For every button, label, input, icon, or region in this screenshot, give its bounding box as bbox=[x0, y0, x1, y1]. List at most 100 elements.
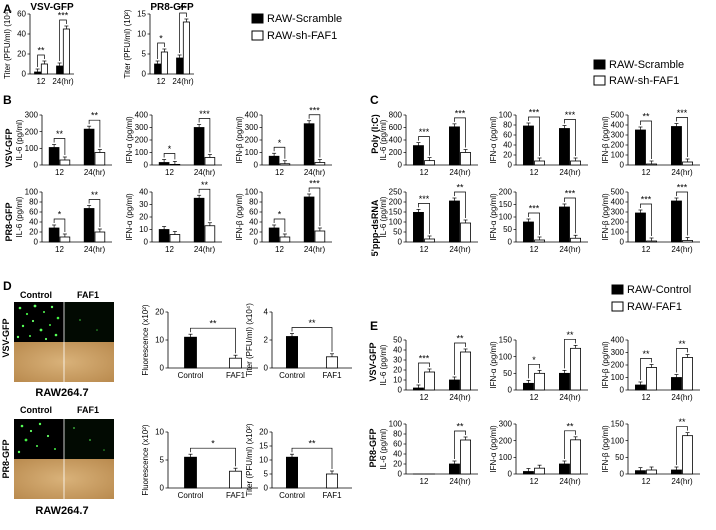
d2-bar bbox=[325, 356, 338, 369]
c2-bar bbox=[570, 160, 581, 166]
e3-sig-bracket bbox=[676, 348, 688, 373]
e3-bar bbox=[646, 367, 657, 391]
b3-bar bbox=[314, 162, 326, 166]
b5-bar bbox=[193, 197, 205, 243]
a2-ytick-label: 0 bbox=[142, 70, 147, 79]
a2-category-label: 24(hr) bbox=[172, 77, 194, 86]
d2-ytick-label: 0 bbox=[264, 364, 269, 373]
c2-bar bbox=[559, 128, 570, 166]
b3-bar bbox=[303, 123, 315, 166]
d3-ytick-label: 0 bbox=[160, 484, 165, 493]
b5-sig-bracket bbox=[198, 188, 211, 221]
c2-category-label: 12 bbox=[530, 168, 539, 177]
c2-sig-label: *** bbox=[529, 108, 540, 118]
c5-ytick-label: 0 bbox=[508, 238, 513, 247]
b2-ylabel: IFN-α (pg/ml) bbox=[125, 116, 134, 164]
c6-bar bbox=[682, 240, 693, 243]
e4-ytick-label: 60 bbox=[393, 440, 402, 449]
c1-ytick-label: 200 bbox=[389, 148, 403, 157]
c5-ytick-label: 50 bbox=[503, 225, 512, 234]
b1-sig-label: ** bbox=[56, 129, 64, 139]
a1-category-label: 24(hr) bbox=[52, 77, 74, 86]
b2-ytick-label: 100 bbox=[135, 148, 149, 157]
a2-bar bbox=[154, 63, 162, 75]
panel-label-c: C bbox=[370, 93, 379, 107]
e6-ytick-label: 50 bbox=[615, 453, 624, 462]
c4-bar bbox=[449, 200, 460, 243]
d4-sig-label: ** bbox=[308, 439, 316, 449]
e2-bar bbox=[559, 372, 570, 391]
a2-category-label: 12 bbox=[157, 77, 166, 86]
e3-ytick-label: 100 bbox=[611, 373, 625, 382]
a1-ytick-label: 0 bbox=[22, 70, 27, 79]
e1-ylabel: IL-6 (pg/ml) bbox=[379, 344, 388, 385]
e4-ytick-label: 80 bbox=[393, 430, 402, 439]
c6-ytick-label: 100 bbox=[611, 228, 625, 237]
e2-category-label: 12 bbox=[530, 393, 539, 402]
e2-bar bbox=[523, 382, 534, 391]
e6-bar bbox=[646, 469, 657, 475]
e2-sig-bracket bbox=[528, 363, 540, 379]
legend1-filled-label: RAW-Scramble bbox=[267, 13, 342, 25]
b6-ytick-label: 20 bbox=[249, 228, 258, 237]
d-label-faf1-top: FAF1 bbox=[77, 290, 99, 300]
c1-category-label: 12 bbox=[420, 168, 429, 177]
b4-bar bbox=[48, 227, 60, 243]
b1-ytick-label: 100 bbox=[25, 144, 39, 153]
b3-sig-label: *** bbox=[309, 105, 320, 115]
e1-sig-label: ** bbox=[456, 334, 464, 344]
c6-ytick-label: 200 bbox=[611, 218, 625, 227]
d1-sig-bracket bbox=[190, 327, 236, 354]
c2-ylabel: IFN-α (pg/ml) bbox=[489, 116, 498, 164]
d1-bar bbox=[184, 336, 197, 369]
legend1-open-swatch-c bbox=[593, 75, 606, 86]
c5-bar bbox=[523, 221, 534, 243]
b6-ytick-label: 100 bbox=[245, 188, 259, 197]
a1-ylabel: Titer (PFU/ml) (10⁴) bbox=[3, 9, 12, 79]
e4-ylabel: IL-6 (pg/ml) bbox=[379, 428, 388, 469]
b1-ytick-label: 200 bbox=[25, 127, 39, 136]
a2-sig-label: ** bbox=[179, 4, 187, 14]
b4-sig-label: * bbox=[58, 210, 62, 220]
gfp-spots-pr8-control bbox=[17, 422, 56, 454]
b5-ytick-label: 40 bbox=[139, 188, 148, 197]
legend1-filled-label-c: RAW-Scramble bbox=[609, 59, 684, 71]
e4-category-label: 24(hr) bbox=[449, 477, 471, 486]
c6-sig-bracket bbox=[640, 203, 652, 236]
e1-bar bbox=[460, 351, 471, 391]
d4-bar bbox=[325, 473, 338, 489]
c1-ylabel: IL-6 (pg/ml) bbox=[379, 119, 388, 160]
c1-ytick-label: 400 bbox=[389, 136, 403, 145]
d2-ylabel: Titer (PFU/ml) (x10⁴) bbox=[245, 303, 254, 377]
b2-sig-label: * bbox=[168, 144, 172, 154]
e2-bar bbox=[570, 347, 581, 391]
b3-ytick-label: 0 bbox=[254, 161, 259, 170]
row-title-b-vsv: VSV-GFP bbox=[4, 128, 14, 167]
e6-category-label: 24(hr) bbox=[671, 477, 693, 486]
c5-ytick-label: 200 bbox=[499, 188, 513, 197]
b4-ytick-label: 20 bbox=[29, 228, 38, 237]
c5-ytick-label: 150 bbox=[499, 200, 513, 209]
a2-sig-bracket bbox=[179, 12, 187, 53]
e2-sig-bracket bbox=[564, 338, 576, 369]
c4-bar bbox=[413, 211, 424, 243]
e5-bar bbox=[559, 463, 570, 475]
c1-sig-label: *** bbox=[419, 127, 430, 137]
b4-ytick-label: 80 bbox=[29, 198, 38, 207]
b1-ytick-label: 0 bbox=[34, 161, 39, 170]
b5-ytick-label: 30 bbox=[139, 200, 148, 209]
c2-bar bbox=[523, 125, 534, 166]
b1-ylabel: IL-6 (pg/ml) bbox=[15, 119, 24, 160]
b2-sig-bracket bbox=[198, 118, 211, 153]
d3-ytick-label: 5 bbox=[160, 456, 165, 465]
a1-ytick-label: 20 bbox=[17, 50, 26, 59]
a1-sig-bracket bbox=[37, 54, 45, 67]
b3-ytick-label: 200 bbox=[245, 136, 259, 145]
c3-sig-label: *** bbox=[677, 108, 688, 118]
b1-bar bbox=[59, 159, 71, 166]
b2-bar bbox=[169, 163, 181, 166]
e5-bar bbox=[534, 467, 545, 475]
e1-ytick-label: 0 bbox=[398, 386, 403, 395]
a1-sig-label: ** bbox=[37, 46, 45, 56]
a2-bar bbox=[176, 57, 184, 75]
